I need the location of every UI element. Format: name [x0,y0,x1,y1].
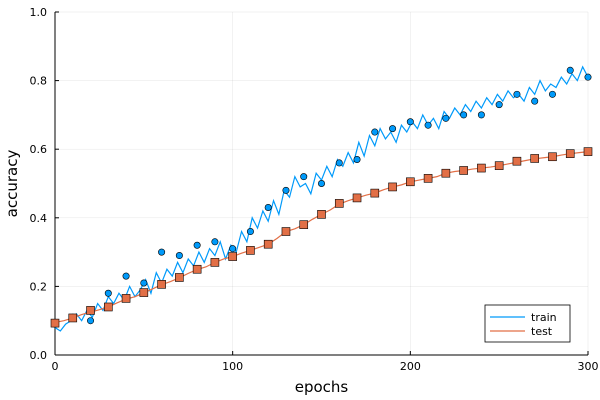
data-point-train [442,114,450,122]
y-tick-label: 0.0 [30,349,48,362]
y-tick-label: 0.6 [30,143,48,156]
data-point-train [513,90,521,98]
data-point-test [459,166,468,175]
data-point-test [317,210,326,219]
data-point-test [50,318,60,328]
data-point-train [140,279,148,287]
data-point-test [263,239,273,249]
data-point-train [246,228,254,236]
data-point-test [281,227,291,236]
series-train [51,65,592,332]
data-point-train [229,245,237,253]
data-point-test [139,288,149,297]
data-point-test [121,294,131,303]
data-point-test [246,246,255,255]
data-point-train [282,186,290,194]
x-axis-title: epochs [295,378,349,396]
data-point-train [531,97,539,105]
legend-label-train: train [531,311,557,324]
data-point-test [423,174,433,183]
data-point-test [299,220,309,229]
data-point-train [424,121,432,129]
data-point-train [548,90,556,98]
x-tick-label: 0 [52,360,59,373]
data-point-train [389,125,397,133]
data-point-train [353,155,361,163]
data-point-train [495,101,503,109]
data-point-train [317,180,325,188]
x-tick-label: 300 [578,360,599,373]
series-test [50,147,593,328]
data-point-test [334,199,344,208]
data-point-test [512,156,522,166]
data-point-test [86,306,95,315]
data-point-train [460,111,468,119]
data-point-test [352,193,362,203]
data-point-train [264,204,272,212]
data-point-train [122,272,130,280]
y-tick-label: 0.8 [30,75,48,88]
data-point-train [158,248,166,256]
y-tick-label: 0.4 [30,212,48,225]
data-point-test [406,177,415,187]
y-tick-label: 0.2 [30,280,48,293]
data-point-train [584,73,592,81]
series [50,65,593,332]
x-tick-label: 200 [400,360,421,373]
y-tick-label: 1.0 [30,6,48,19]
data-point-test [477,163,486,173]
data-point-test [157,280,166,289]
data-point-train [87,317,95,325]
data-point-train [300,173,308,181]
data-point-test [494,161,504,170]
legend-label-test: test [531,325,553,338]
legend-box [484,304,571,343]
data-point-test [210,258,220,267]
data-point-train [406,118,414,126]
axes [54,12,588,356]
data-point-train [477,111,485,119]
tick-labels: 0 100 200 300 0.0 0.2 0.4 0.6 0.8 1.0 [30,6,599,373]
data-point-test [175,273,184,282]
data-point-test [388,182,397,192]
data-point-train [193,241,201,249]
data-point-test [583,147,593,156]
data-point-test [68,313,78,323]
data-point-test [192,264,202,274]
data-point-test [104,302,113,312]
data-point-test [548,152,557,162]
data-point-test [441,168,451,178]
data-point-test [565,149,575,158]
data-point-test [228,252,237,261]
data-point-test [530,154,540,163]
x-tick-label: 100 [222,360,243,373]
data-point-train [335,159,343,167]
data-point-train [371,128,379,136]
data-point-train [175,252,183,260]
y-axis-title: accuracy [3,150,21,218]
data-point-train [104,289,112,297]
data-point-train [566,66,574,74]
data-point-test [370,188,380,198]
data-point-train [211,238,219,246]
legend: train test [484,304,571,343]
